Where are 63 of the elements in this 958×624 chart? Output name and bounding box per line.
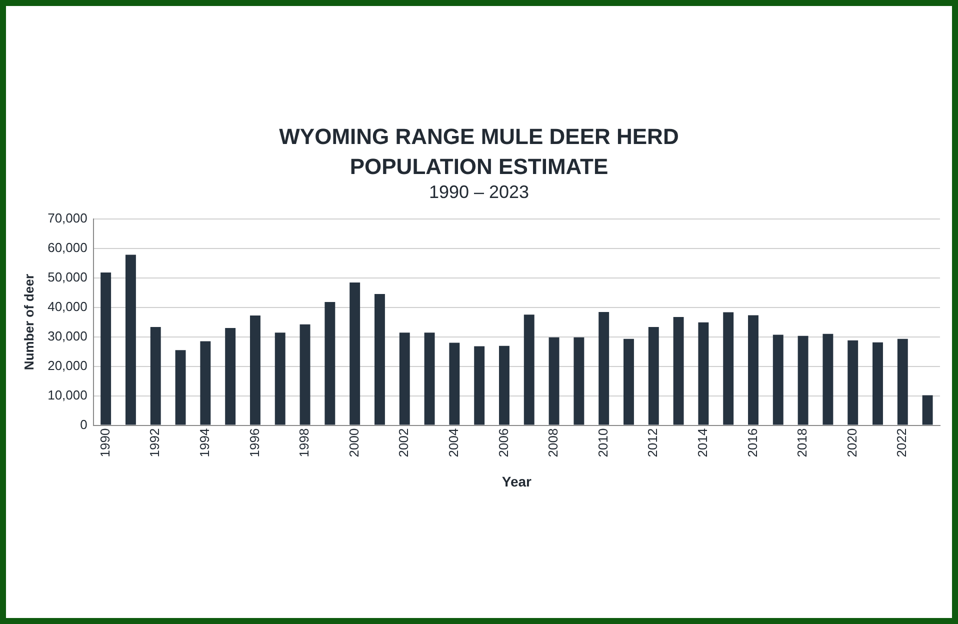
bar [225, 328, 236, 425]
chart-title: WYOMING RANGE MULE DEER HERD POPULATION ESTIMATE [278, 123, 680, 181]
bar [872, 342, 883, 425]
x-tick-label: 2010 [595, 428, 610, 458]
bar [673, 317, 684, 425]
bar [399, 332, 410, 425]
x-axis-title: Year [502, 473, 532, 490]
bar [200, 341, 211, 425]
bar [125, 254, 136, 425]
bar [250, 316, 260, 425]
bar [300, 324, 310, 425]
x-tick-label: 2000 [346, 428, 362, 458]
x-tick-label: 2018 [794, 428, 810, 458]
y-tick-label: 0 [80, 416, 88, 432]
x-tick-label: 1998 [296, 428, 312, 458]
x-tick-label: 2012 [645, 428, 660, 458]
bar [350, 282, 360, 425]
bar [424, 332, 435, 425]
x-tick-label: 1996 [246, 428, 262, 458]
bar [748, 315, 758, 425]
bar [274, 332, 286, 425]
y-tick-label: 70,000 [48, 210, 88, 226]
y-tick-label: 10,000 [48, 387, 88, 402]
bar [648, 327, 659, 425]
x-tick-label: 2008 [546, 428, 561, 458]
y-tick-label: 30,000 [48, 328, 88, 344]
x-tick-label: 2006 [496, 428, 511, 458]
x-tick-label: 1994 [196, 428, 212, 458]
bar [524, 314, 534, 425]
y-tick-label: 20,000 [48, 358, 88, 373]
bar [574, 337, 584, 425]
y-axis-title: Number of deer [21, 274, 36, 370]
x-tick-label: 2016 [744, 428, 760, 458]
bar [324, 302, 336, 425]
y-tick-label: 40,000 [48, 298, 88, 314]
chart-subtitle: 1990 – 2023 [428, 182, 530, 203]
x-tick-label: 2004 [446, 428, 462, 458]
bar [848, 340, 858, 425]
bar [175, 350, 186, 425]
bar [772, 334, 784, 425]
x-tick-label: 2014 [695, 428, 710, 458]
bar [499, 346, 510, 425]
bar [474, 346, 485, 425]
bar [548, 337, 560, 425]
bar [150, 327, 161, 425]
bar [449, 342, 460, 425]
bar [698, 322, 709, 425]
bar [374, 294, 385, 425]
bar [598, 312, 610, 425]
x-tick-label: 2002 [396, 428, 412, 458]
bar [100, 272, 112, 425]
x-tick-label: 2022 [894, 428, 910, 458]
y-tick-label: 60,000 [48, 240, 88, 255]
bar [798, 336, 808, 425]
bar [723, 312, 734, 425]
bar [897, 338, 908, 425]
bar [624, 338, 634, 425]
bar [822, 334, 834, 425]
bar [922, 395, 933, 425]
x-tick-label: 1992 [147, 428, 162, 458]
x-tick-label: 2020 [844, 428, 860, 458]
x-tick-label: 1990 [97, 428, 112, 458]
y-tick-label: 50,000 [48, 269, 88, 284]
